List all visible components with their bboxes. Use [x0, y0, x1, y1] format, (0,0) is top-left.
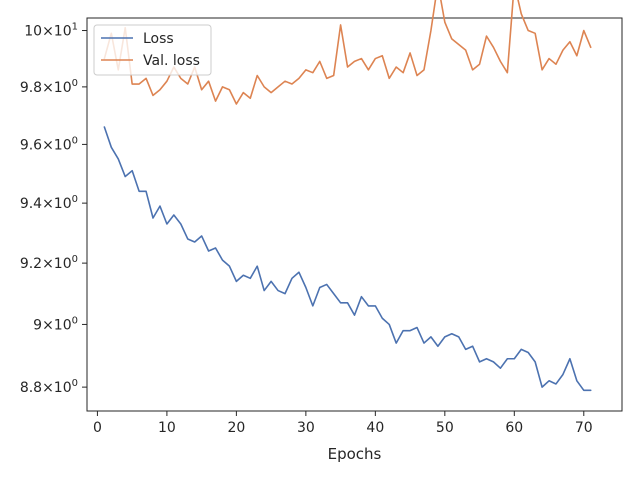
x-tick-label: 0: [93, 420, 102, 436]
y-tick-label: 8.8×100: [20, 378, 78, 396]
y-tick-label: 9.4×100: [20, 194, 78, 212]
x-axis-label: Epochs: [328, 445, 382, 463]
plot-frame: [86, 17, 623, 412]
x-tick-label: 70: [575, 420, 593, 436]
x-tick-label: 10: [158, 420, 176, 436]
y-tick-label: 9.2×100: [20, 254, 78, 272]
x-tick-label: 40: [366, 420, 384, 436]
y-tick-label: 10×101: [24, 22, 78, 40]
y-tick-label: 9.8×100: [20, 78, 78, 96]
legend-label-loss: Loss: [143, 31, 174, 47]
legend: Loss Val. loss: [93, 24, 212, 76]
series-line-loss: [103, 126, 592, 392]
series-line-val-loss: [103, 0, 592, 105]
x-tick-label: 20: [227, 420, 245, 436]
series-layer: [103, 0, 592, 392]
x-axis-ticks: 0 10 20 30 40 50 60 70: [93, 411, 593, 436]
legend-label-val-loss: Val. loss: [143, 53, 200, 69]
x-tick-label: 60: [505, 420, 523, 436]
x-tick-label: 50: [436, 420, 454, 436]
y-axis-ticks: 8.8×100 9×100 9.2×100 9.4×100 9.6×100 9.8×100…: [20, 22, 87, 396]
y-tick-label: 9×100: [33, 315, 78, 333]
y-tick-label: 9.6×100: [20, 135, 78, 153]
x-tick-label: 30: [297, 420, 315, 436]
